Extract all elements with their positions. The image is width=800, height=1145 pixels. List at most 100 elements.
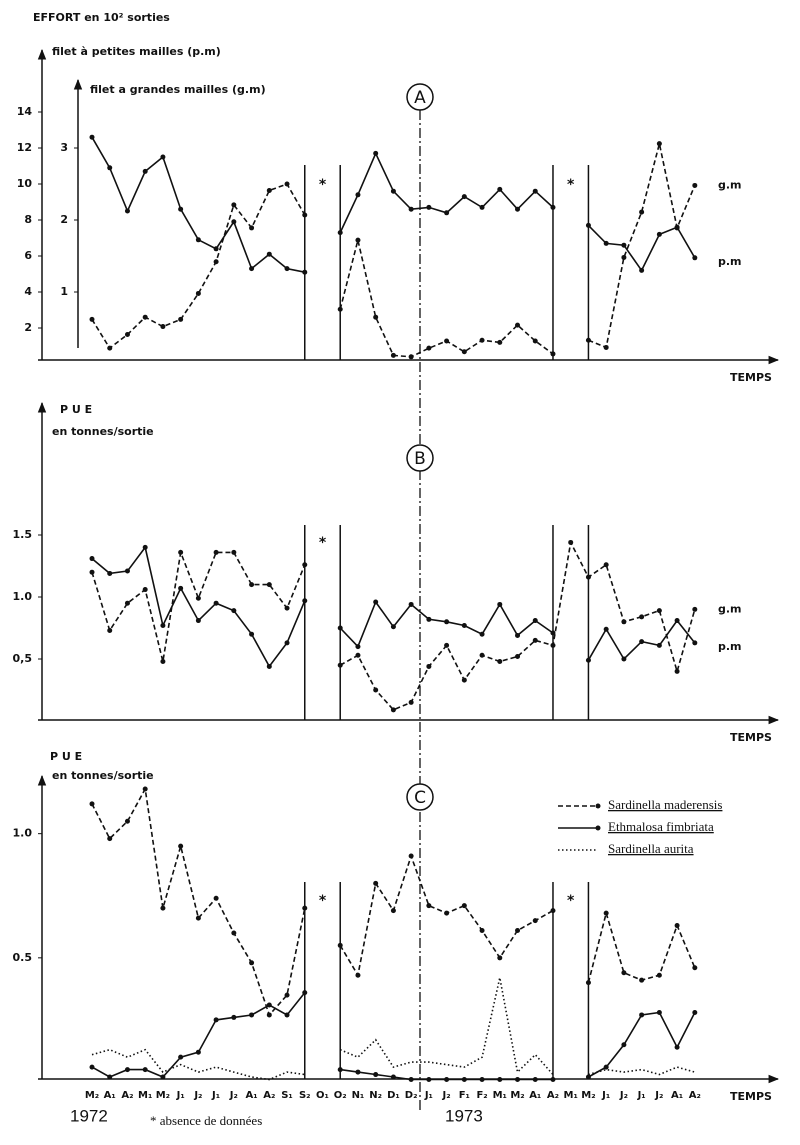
- y-axis-label: P U E: [60, 403, 92, 416]
- panel-letter: C: [414, 788, 426, 808]
- data-point: [639, 977, 645, 983]
- data-point: [266, 251, 272, 257]
- data-point: [532, 618, 538, 624]
- x-tick-label: J₂: [619, 1090, 628, 1101]
- data-point: [532, 338, 538, 344]
- data-point: [142, 786, 148, 792]
- y-tick-label: 0,5: [13, 652, 33, 665]
- x-tick-label: D₂: [405, 1090, 418, 1101]
- data-point: [515, 928, 521, 934]
- data-point: [390, 352, 396, 358]
- x-tick-label: J₁: [424, 1090, 433, 1101]
- data-point: [497, 955, 503, 961]
- x-tick-label: M₂: [581, 1090, 595, 1101]
- series-label: g.m: [718, 602, 742, 615]
- data-point: [656, 1009, 662, 1015]
- panel-circle: [406, 444, 434, 472]
- x-axis-label: TEMPS: [730, 731, 772, 744]
- data-point: [302, 598, 308, 604]
- data-point: [532, 1077, 538, 1083]
- data-point: [266, 582, 272, 588]
- data-point: [550, 351, 556, 357]
- data-point: [497, 186, 503, 192]
- data-point: [550, 642, 556, 648]
- data-point: [355, 652, 361, 658]
- x-tick-label: D₁: [387, 1090, 400, 1101]
- data-point: [231, 1014, 237, 1020]
- data-point: [213, 895, 219, 901]
- data-point: [284, 266, 290, 272]
- data-point: [408, 1077, 414, 1083]
- y-tick-label: 10: [17, 177, 33, 190]
- data-point: [479, 928, 485, 934]
- missing-data-mark: *: [319, 177, 327, 193]
- x-tick-label: J₂: [229, 1090, 238, 1101]
- data-point: [479, 204, 485, 210]
- data-point: [390, 707, 396, 713]
- data-point: [107, 627, 113, 633]
- data-point: [195, 618, 201, 624]
- data-point: [515, 206, 521, 212]
- data-point: [213, 1017, 219, 1023]
- data-point: [621, 1042, 627, 1048]
- data-point: [195, 237, 201, 243]
- data-point: [89, 1064, 95, 1070]
- panel-circle: [406, 783, 434, 811]
- panel-circle: [406, 83, 434, 111]
- data-point: [231, 930, 237, 936]
- data-point: [426, 903, 432, 909]
- y-axis-label: P U E: [50, 750, 82, 763]
- data-point: [231, 219, 237, 225]
- data-point: [692, 1009, 698, 1015]
- data-point: [337, 1067, 343, 1073]
- x-tick-label: M₂: [156, 1090, 170, 1101]
- data-point: [302, 990, 308, 996]
- data-point: [231, 549, 237, 555]
- y-tick-label: 6: [24, 249, 32, 262]
- data-point: [408, 699, 414, 705]
- data-point: [249, 631, 255, 637]
- data-point: [461, 903, 467, 909]
- data-point: [515, 632, 521, 638]
- data-point: [266, 187, 272, 193]
- data-point: [302, 905, 308, 911]
- data-point: [444, 338, 450, 344]
- legend-marker: [595, 803, 601, 809]
- data-point: [337, 942, 343, 948]
- x-tick-label: A₁: [529, 1090, 541, 1101]
- data-point: [444, 619, 450, 625]
- data-point: [656, 608, 662, 614]
- data-point: [621, 242, 627, 248]
- x-tick-label: O₁: [316, 1090, 329, 1101]
- data-point: [674, 1044, 680, 1050]
- data-point: [656, 972, 662, 978]
- series-line: [91, 143, 696, 358]
- figure-title: EFFORT en 10² sorties: [33, 11, 170, 24]
- data-point: [390, 908, 396, 914]
- missing-data-mark: *: [567, 177, 575, 193]
- data-point: [284, 992, 290, 998]
- panel-letter: B: [414, 449, 426, 469]
- data-point: [266, 1002, 272, 1008]
- x-tick-label: J₁: [176, 1090, 185, 1101]
- data-point: [461, 349, 467, 355]
- data-point: [639, 639, 645, 645]
- x-tick-label: F₂: [476, 1090, 487, 1101]
- data-point: [656, 642, 662, 648]
- data-point: [373, 314, 379, 320]
- data-point: [231, 202, 237, 208]
- data-point: [515, 1077, 521, 1083]
- x-tick-label: A₁: [671, 1090, 683, 1101]
- data-point: [89, 556, 95, 562]
- data-point: [550, 1077, 556, 1083]
- data-point: [585, 980, 591, 986]
- y-axis-label: filet à petites mailles (p.m): [52, 45, 221, 58]
- footnote: * absence de données: [150, 1113, 262, 1128]
- x-tick-label: N₂: [369, 1090, 382, 1101]
- data-point: [408, 853, 414, 859]
- data-point: [550, 908, 556, 914]
- x-tick-label: A₁: [104, 1090, 116, 1101]
- data-point: [337, 230, 343, 236]
- data-point: [195, 915, 201, 921]
- data-point: [408, 206, 414, 212]
